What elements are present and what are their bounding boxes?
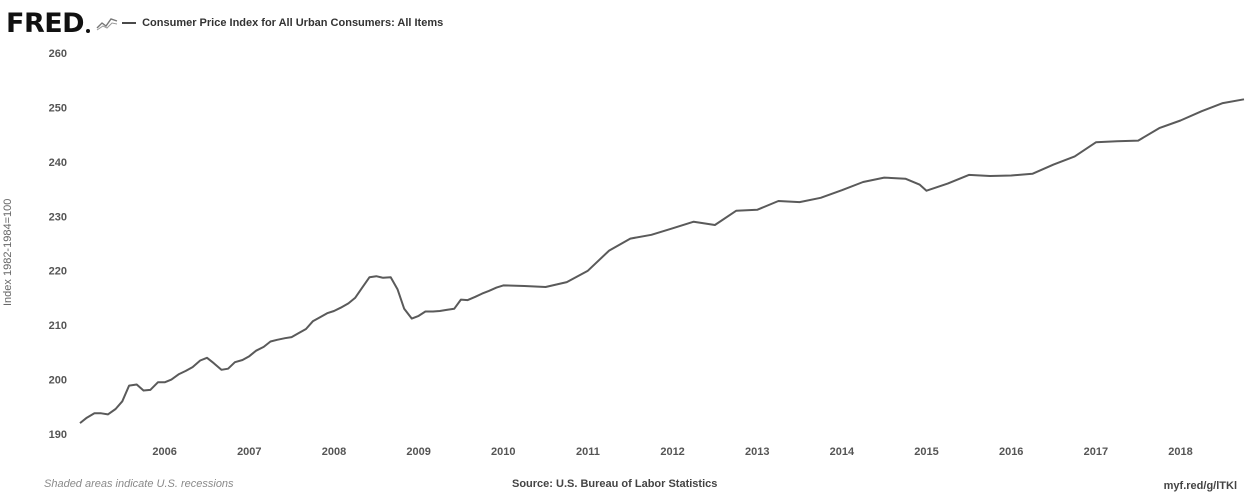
source-note: Source: U.S. Bureau of Labor Statistics xyxy=(512,478,718,490)
y-axis-label: Index 1982-1984=100 xyxy=(2,198,14,306)
y-tick-label: 220 xyxy=(49,266,67,278)
y-tick-label: 210 xyxy=(49,320,67,332)
y-tick-label: 250 xyxy=(49,102,67,114)
x-tick-label: 2017 xyxy=(1084,446,1108,458)
x-tick-label: 2014 xyxy=(830,446,855,458)
short-link[interactable]: myf.red/g/lTKl xyxy=(1163,480,1237,492)
recession-note: Shaded areas indicate U.S. recessions xyxy=(44,478,234,490)
x-tick-label: 2006 xyxy=(152,446,176,458)
x-tick-label: 2016 xyxy=(999,446,1023,458)
legend-line-swatch xyxy=(122,22,137,24)
x-tick-label: 2007 xyxy=(237,446,261,458)
y-tick-label: 230 xyxy=(49,211,67,223)
x-tick-label: 2011 xyxy=(576,446,600,458)
x-axis-ticks: 2006 2007 2008 2009 2010 2011 2012 2013 2014 2015… xyxy=(152,446,1192,458)
y-tick-label: 260 xyxy=(49,48,67,60)
x-tick-label: 2008 xyxy=(322,446,346,458)
x-tick-label: 2009 xyxy=(406,446,430,458)
y-tick-label: 200 xyxy=(49,375,67,387)
cpi-series-line xyxy=(79,98,1245,424)
x-tick-label: 2015 xyxy=(914,446,938,458)
fred-logo-dot xyxy=(86,29,91,33)
series-group xyxy=(79,98,1245,424)
fred-logo[interactable]: FRED xyxy=(6,7,85,39)
y-tick-label: 240 xyxy=(49,157,67,169)
y-tick-label: 190 xyxy=(49,429,67,441)
y-axis-ticks: 190 200 210 220 230 240 250 260 xyxy=(49,48,67,441)
line-graph-icon xyxy=(96,18,118,31)
x-tick-label: 2010 xyxy=(491,446,515,458)
x-tick-label: 2013 xyxy=(745,446,769,458)
chart-header: FRED Consumer Price Index for All Urban … xyxy=(6,6,443,40)
x-tick-label: 2012 xyxy=(660,446,684,458)
x-tick-label: 2018 xyxy=(1168,446,1192,458)
legend-label: Consumer Price Index for All Urban Consu… xyxy=(142,17,444,29)
